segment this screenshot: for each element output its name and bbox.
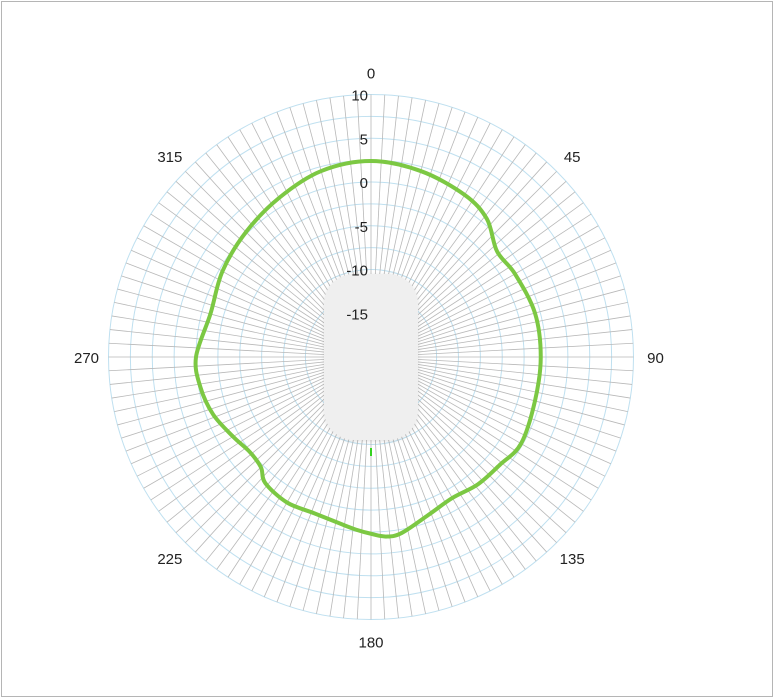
angle-label: 0 bbox=[367, 66, 375, 83]
angle-label: 135 bbox=[560, 551, 585, 568]
status-led bbox=[370, 448, 372, 456]
radial-tick-label: 10 bbox=[351, 88, 368, 105]
angle-label: 225 bbox=[157, 551, 182, 568]
radial-tick-label: -15 bbox=[346, 306, 368, 323]
angular-tick-labels: 0 45 90 135 180 225 270 315 bbox=[74, 66, 664, 652]
access-point-icon bbox=[324, 274, 418, 456]
angle-label: 315 bbox=[157, 149, 182, 166]
radial-tick-label: -10 bbox=[346, 263, 368, 280]
radial-tick-label: -5 bbox=[355, 219, 368, 236]
angle-label: 90 bbox=[647, 350, 664, 367]
radial-tick-label: 5 bbox=[360, 131, 368, 148]
angle-label: 270 bbox=[74, 350, 99, 367]
angle-label: 180 bbox=[358, 635, 383, 652]
access-point-body bbox=[324, 274, 418, 440]
radial-tick-labels: 10 5 0 -5 -10 -15 bbox=[346, 88, 368, 324]
radial-tick-label: 0 bbox=[360, 175, 368, 192]
series-line bbox=[193, 159, 543, 539]
angle-label: 45 bbox=[564, 149, 581, 166]
series-group bbox=[193, 159, 543, 539]
